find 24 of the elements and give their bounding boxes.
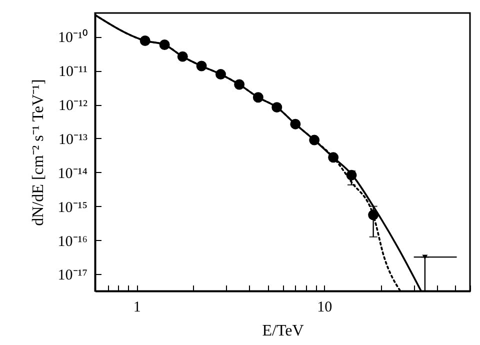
x-tick-label: 1 — [133, 300, 141, 316]
y-axis-title: dN/dE [cm⁻² s⁻¹ TeV⁻¹] — [30, 79, 47, 226]
y-tick-label: 10⁻¹¹ — [58, 64, 88, 80]
point — [177, 51, 188, 62]
y-tick-label: 10⁻¹⁵ — [58, 200, 88, 216]
y-tick-label: 10⁻¹⁴ — [58, 166, 88, 182]
point — [328, 152, 339, 163]
point — [234, 79, 245, 90]
point — [346, 170, 357, 180]
y-tick-label: 10⁻¹⁰ — [58, 29, 88, 46]
point — [309, 134, 320, 146]
point — [215, 69, 226, 80]
point — [196, 60, 207, 72]
point — [140, 36, 150, 46]
point — [159, 40, 170, 50]
point — [252, 92, 264, 103]
point — [290, 118, 301, 130]
y-tick-label: 10⁻¹² — [58, 98, 88, 114]
x-axis-title: E/TeV — [262, 322, 304, 340]
x-tick-label: 10 — [317, 300, 332, 316]
y-tick-label: 10⁻¹⁷ — [58, 268, 88, 284]
y-tick-label: 10⁻¹³ — [58, 132, 88, 148]
point — [272, 102, 282, 113]
y-tick-label: 10⁻¹⁶ — [58, 234, 88, 250]
